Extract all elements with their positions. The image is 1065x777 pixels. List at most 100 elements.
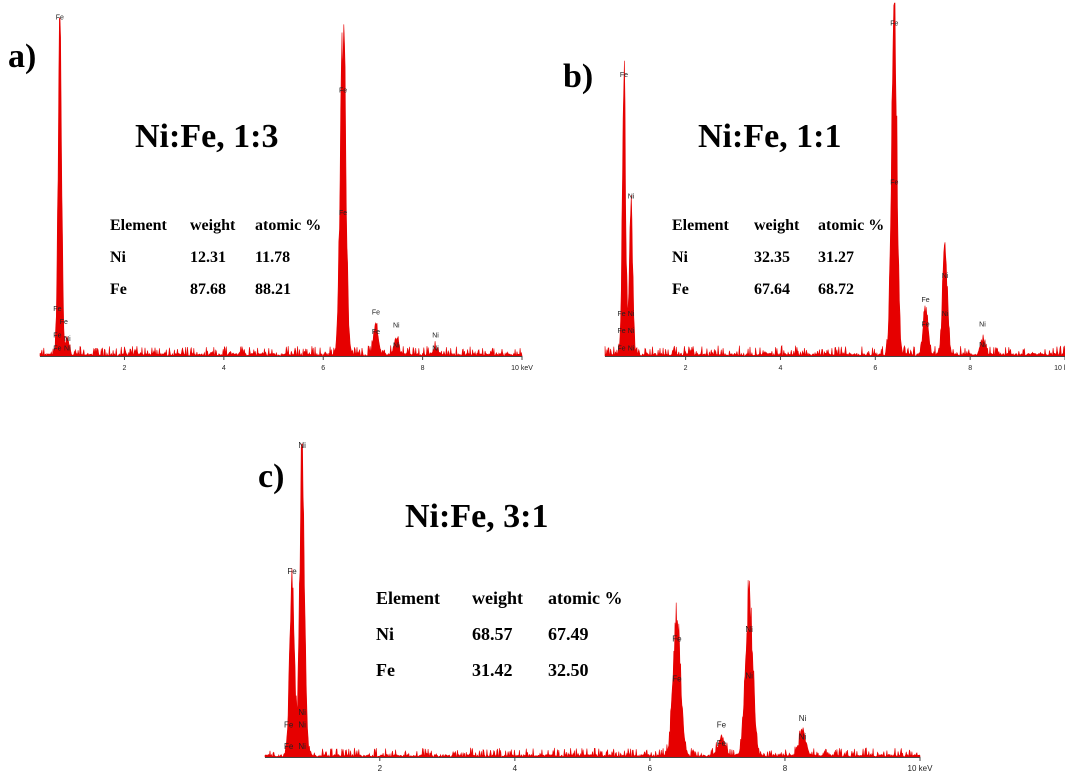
- table-cell-atomic: 67.49: [548, 623, 589, 644]
- peak-label: Fe: [56, 15, 64, 22]
- peak-label: Fe: [890, 20, 898, 27]
- table-cell-atomic: 32.50: [548, 659, 589, 680]
- peak-label: Fe: [372, 309, 380, 316]
- x-tick-label: 10 keV: [1054, 365, 1065, 372]
- peak-label: Fe: [53, 346, 61, 353]
- peak-label: Ni: [628, 193, 635, 200]
- spectrum-trace: [264, 443, 921, 758]
- x-tick-label: 10 keV: [908, 764, 934, 773]
- peak-label: Ni: [393, 323, 400, 330]
- table-header-atomic: atomic %: [255, 217, 322, 234]
- table-row: Fe 31.42 32.50: [376, 652, 622, 688]
- composition-table-a: Element weight atomic % Ni 12.31 11.78 F…: [110, 210, 321, 306]
- peak-label: Ni: [432, 346, 439, 353]
- peak-label: Ni: [628, 346, 635, 353]
- table-cell-atomic: 31.27: [818, 249, 854, 266]
- x-tick-label: 4: [222, 365, 226, 372]
- peak-label: Fe: [717, 739, 727, 748]
- x-tick-label: 2: [684, 365, 688, 372]
- peak-label: Fe: [339, 210, 347, 217]
- peak-label: Fe: [620, 72, 628, 79]
- table-row: Ni 68.57 67.49: [376, 616, 622, 652]
- peak-label: Fe: [339, 88, 347, 95]
- x-tick-label: 8: [421, 365, 425, 372]
- table-cell-weight: 32.35: [754, 249, 790, 266]
- peak-label: Fe: [672, 674, 682, 683]
- table-header-weight: weight: [190, 217, 236, 234]
- panel-label-a: a): [8, 38, 37, 75]
- table-row: Fe 87.68 88.21: [110, 274, 321, 306]
- x-tick-label: 10 keV: [511, 365, 533, 372]
- peak-label: Fe: [284, 720, 294, 729]
- table-cell-weight: 87.68: [190, 281, 226, 298]
- table-header-row: Element weight atomic %: [110, 210, 321, 242]
- peak-label: Fe: [53, 332, 61, 339]
- x-tick-label: 8: [968, 365, 972, 372]
- spectrum-trace: [39, 18, 523, 358]
- table-row: Ni 32.35 31.27: [672, 242, 884, 274]
- x-tick-label: 6: [648, 764, 653, 773]
- peak-label: Ni: [799, 714, 807, 723]
- peak-label: Fe: [921, 321, 929, 328]
- peak-label: Fe: [60, 319, 68, 326]
- peak-label: Ni: [745, 671, 753, 680]
- table-cell-weight: 67.64: [754, 281, 790, 298]
- panel-title-c: Ni:Fe, 3:1: [405, 498, 549, 535]
- table-cell-element: Fe: [672, 281, 689, 298]
- peak-label: Fe: [921, 297, 929, 304]
- table-cell-element: Ni: [376, 623, 394, 644]
- peak-label: Ni: [64, 336, 71, 343]
- table-row: Fe 67.64 68.72: [672, 274, 884, 306]
- peak-label: Ni: [628, 311, 635, 318]
- peak-label: Fe: [618, 346, 626, 353]
- panel-label-c: c): [258, 458, 285, 495]
- table-cell-atomic: 68.72: [818, 281, 854, 298]
- table-header-atomic: atomic %: [818, 217, 885, 234]
- x-tick-label: 2: [123, 365, 127, 372]
- table-row: Ni 12.31 11.78: [110, 242, 321, 274]
- peak-label: Ni: [799, 733, 807, 742]
- peak-label: Ni: [942, 311, 949, 318]
- panel-title-a: Ni:Fe, 1:3: [135, 118, 279, 155]
- x-tick-label: 4: [513, 764, 518, 773]
- table-header-weight: weight: [472, 587, 523, 608]
- table-cell-atomic: 11.78: [255, 249, 291, 266]
- peak-label: Ni: [979, 321, 986, 328]
- panel-a: 2 4 6 8 10 keV Fe Fe Fe Fe Ni Fe Ni Fe Fe Fe Fe Ni Ni Ni Ni…: [0, 0, 540, 380]
- peak-label: Ni: [298, 742, 306, 751]
- composition-table-c: Element weight atomic % Ni 68.57 67.49 F…: [376, 580, 622, 688]
- spectrum-trace: [604, 2, 1065, 358]
- x-tick-label: 8: [783, 764, 788, 773]
- peak-label: Ni: [298, 441, 306, 450]
- table-header-atomic: atomic %: [548, 587, 623, 608]
- table-header-row: Element weight atomic %: [376, 580, 622, 616]
- panel-label-b: b): [563, 58, 594, 95]
- peak-label: Ni: [942, 273, 949, 280]
- peak-label: Ni: [64, 346, 71, 353]
- spectrum-chart-c: 2 4 6 8 10 keV Ni Fe Ni Fe Ni Fe Ni Fe Fe Fe Fe Ni Ni Ni Ni: [264, 441, 934, 773]
- table-cell-weight: 31.42: [472, 659, 513, 680]
- table-cell-weight: 12.31: [190, 249, 226, 266]
- table-header-element: Element: [672, 217, 729, 234]
- panel-c: 2 4 6 8 10 keV Ni Fe Ni Fe Ni Fe Ni Fe Fe Fe Fe Ni Ni Ni Ni…: [245, 440, 935, 777]
- peak-label: Fe: [618, 328, 626, 335]
- composition-table-b: Element weight atomic % Ni 32.35 31.27 F…: [672, 210, 884, 306]
- table-cell-atomic: 88.21: [255, 281, 291, 298]
- table-header-row: Element weight atomic %: [672, 210, 884, 242]
- table-cell-element: Fe: [376, 659, 395, 680]
- peak-label: Ni: [393, 342, 400, 349]
- peak-label: Fe: [287, 567, 297, 576]
- table-cell-weight: 68.57: [472, 623, 513, 644]
- peak-label: Fe: [672, 634, 682, 643]
- table-header-element: Element: [376, 587, 440, 608]
- peak-label: Ni: [298, 708, 306, 717]
- x-tick-label: 6: [321, 365, 325, 372]
- peak-label: Ni: [298, 720, 306, 729]
- table-cell-element: Ni: [110, 249, 126, 266]
- table-cell-element: Ni: [672, 249, 688, 266]
- x-tick-label: 2: [378, 764, 383, 773]
- peak-label: Fe: [284, 742, 294, 751]
